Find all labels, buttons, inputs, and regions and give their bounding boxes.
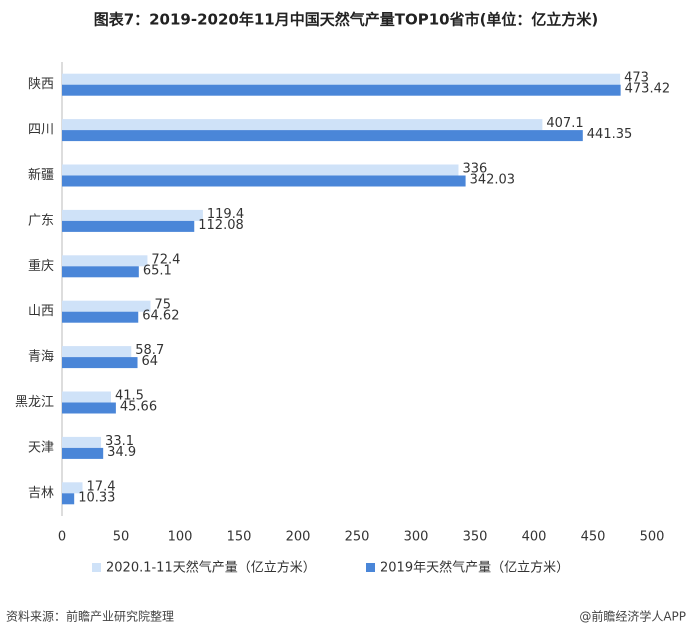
source: 资料来源：前瞻产业研究院整理 — [6, 609, 174, 624]
value-label: 58.7 — [135, 343, 164, 358]
bar — [62, 311, 139, 323]
value-label: 33.1 — [105, 434, 134, 449]
y-tick-label: 广东 — [28, 213, 54, 228]
value-label: 112.08 — [198, 218, 244, 233]
bar — [62, 119, 543, 131]
value-label: 441.35 — [587, 127, 633, 142]
bar — [62, 436, 102, 448]
legend-label: 2019年天然气产量（亿立方米） — [380, 560, 569, 576]
bar — [62, 255, 148, 267]
value-label: 473.42 — [625, 82, 671, 97]
value-label: 17.4 — [87, 479, 116, 494]
value-label: 41.5 — [115, 389, 144, 404]
y-tick-label: 四川 — [28, 123, 54, 138]
bar — [62, 346, 132, 358]
legend-label: 2020.1-11天然气产量（亿立方米） — [106, 560, 316, 576]
bar — [62, 73, 621, 85]
bar — [62, 175, 466, 187]
value-label: 119.4 — [207, 207, 244, 222]
x-tick-label: 300 — [404, 530, 429, 545]
y-tick-label: 陕西 — [28, 77, 54, 92]
value-label: 45.66 — [120, 400, 157, 415]
value-label: 64 — [142, 354, 159, 369]
bar — [62, 266, 139, 278]
y-tick-label: 青海 — [28, 350, 54, 365]
x-tick-label: 450 — [581, 530, 606, 545]
legend-swatch — [92, 563, 101, 572]
value-label: 10.33 — [78, 490, 115, 505]
value-label: 342.03 — [470, 173, 516, 188]
y-tick-label: 重庆 — [28, 258, 54, 274]
y-tick-label: 黑龙江 — [15, 395, 54, 410]
x-tick-label: 50 — [113, 530, 130, 545]
bar — [62, 391, 111, 403]
bar — [62, 482, 83, 494]
x-tick-label: 350 — [463, 530, 488, 545]
x-tick-label: 250 — [345, 530, 370, 545]
x-tick-label: 0 — [58, 530, 66, 545]
y-tick-label: 山西 — [28, 304, 54, 319]
bar — [62, 209, 203, 221]
value-label: 34.9 — [107, 445, 136, 460]
x-tick-label: 200 — [286, 530, 311, 545]
x-tick-label: 100 — [168, 530, 193, 545]
value-label: 75 — [155, 298, 172, 313]
y-tick-label: 天津 — [28, 440, 54, 455]
y-tick-label: 新疆 — [28, 167, 54, 183]
value-label: 336 — [462, 162, 487, 177]
bar — [62, 447, 104, 459]
bar — [62, 130, 583, 142]
y-tick-label: 吉林 — [28, 486, 54, 501]
bar — [62, 300, 151, 312]
x-tick-label: 150 — [227, 530, 252, 545]
bar — [62, 84, 621, 96]
x-tick-label: 500 — [640, 530, 665, 545]
chart-title: 图表7：2019-2020年11月中国天然气产量TOP10省市(单位：亿立方米) — [94, 11, 599, 29]
bar — [62, 220, 195, 232]
value-label: 72.4 — [151, 252, 180, 267]
value-label: 65.1 — [143, 263, 172, 278]
bar — [62, 402, 116, 414]
bar — [62, 357, 138, 369]
value-label: 64.62 — [142, 309, 179, 324]
bar — [62, 493, 75, 505]
bar — [62, 164, 459, 176]
value-label: 473 — [624, 71, 649, 86]
credit: @前瞻经济学人APP — [579, 609, 686, 624]
x-tick-label: 400 — [522, 530, 547, 545]
legend-swatch — [366, 563, 375, 572]
value-label: 407.1 — [546, 116, 583, 131]
